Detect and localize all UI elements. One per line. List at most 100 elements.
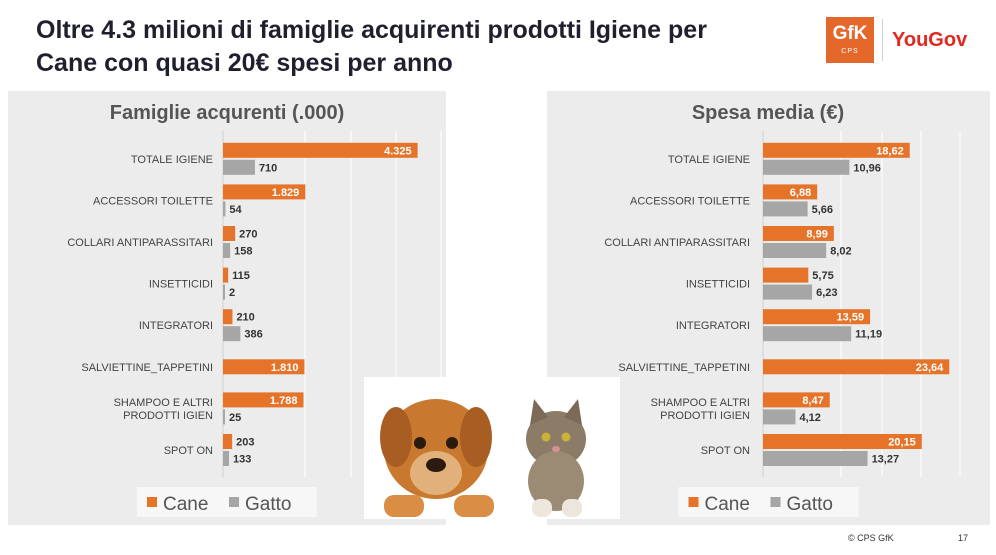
legend-box xyxy=(137,487,317,517)
data-label-gatto: 25 xyxy=(229,412,241,424)
bar-gatto xyxy=(223,409,225,425)
dog-and-cat-icon xyxy=(380,399,586,517)
bar-cane xyxy=(223,359,305,375)
legend-box xyxy=(678,487,859,517)
bar-cane xyxy=(223,392,304,408)
category-label-line: SALVIETTINE_TAPPETINI xyxy=(81,362,213,374)
category-label-line: SHAMPOO E ALTRI xyxy=(651,397,750,409)
data-label-cane: 8,47 xyxy=(802,395,823,407)
data-label-gatto: 2 xyxy=(229,287,235,299)
bar-gatto xyxy=(763,451,868,466)
data-label-gatto: 54 xyxy=(229,204,242,216)
data-label-gatto: 11,19 xyxy=(855,329,882,341)
data-label-gatto: 4,12 xyxy=(799,412,820,424)
bar-cane xyxy=(223,184,306,200)
legend-label-cane: Cane xyxy=(705,494,750,515)
category-label: COLLARI ANTIPARASSITARI xyxy=(604,237,750,249)
data-label-cane: 4.325 xyxy=(384,145,412,157)
bar-cane xyxy=(763,267,809,283)
category-label: INSETTICIDI xyxy=(686,279,750,291)
page-title: Oltre 4.3 milioni di famiglie acquirenti… xyxy=(36,16,707,77)
category-label-line: PRODOTTI IGIEN xyxy=(660,410,750,422)
category-label-line: INTEGRATORI xyxy=(676,320,750,332)
category-label-line: COLLARI ANTIPARASSITARI xyxy=(604,237,750,249)
bar-cane xyxy=(223,309,233,325)
chart-svg-0: Famiglie acqurenti (.000) TOTALE IGIENE 4.… xyxy=(8,91,446,525)
chart-spesa-media: Spesa media (€) TOTALE IGIENE 18,62 10,96 AC… xyxy=(547,91,990,525)
data-label-cane: 1.810 xyxy=(271,362,299,374)
data-label-cane: 23,64 xyxy=(916,362,944,374)
category-label-line: SHAMPOO E ALTRI xyxy=(114,397,213,409)
category-label-line: ACCESSORI TOILETTE xyxy=(630,195,750,207)
category-label-line: ACCESSORI TOILETTE xyxy=(93,195,213,207)
category-label: SALVIETTINE_TAPPETINI xyxy=(618,362,750,374)
category-label-line: SPOT ON xyxy=(164,445,213,457)
dog-and-cat-illustration xyxy=(364,377,620,519)
data-label-cane: 18,62 xyxy=(876,145,904,157)
category-label-line: SALVIETTINE_TAPPETINI xyxy=(618,362,750,374)
bar-gatto xyxy=(763,326,852,342)
category-label-line: SPOT ON xyxy=(701,445,750,457)
legend-swatch-cane xyxy=(147,497,157,507)
data-label-cane: 270 xyxy=(239,229,257,241)
category-label-line: TOTALE IGIENE xyxy=(131,154,213,166)
data-label-gatto: 133 xyxy=(233,454,251,466)
yougov-logo: YouGov xyxy=(892,29,968,51)
category-label-line: PRODOTTI IGIEN xyxy=(123,410,213,422)
bar-gatto xyxy=(763,243,827,258)
category-label: ACCESSORI TOILETTE xyxy=(93,195,213,207)
bar-gatto xyxy=(223,243,231,258)
chart-svg-1: Spesa media (€) TOTALE IGIENE 18,62 10,96 AC… xyxy=(547,91,990,525)
category-label-line: INSETTICIDI xyxy=(686,279,750,291)
bar-gatto xyxy=(763,159,850,175)
data-label-cane: 210 xyxy=(236,312,254,324)
data-label-gatto: 158 xyxy=(234,246,252,258)
category-label: SALVIETTINE_TAPPETINI xyxy=(81,362,213,374)
category-label-line: INTEGRATORI xyxy=(139,320,213,332)
legend-swatch-gatto xyxy=(770,497,781,507)
category-label: SPOT ON xyxy=(164,445,213,457)
legend-label-cane: Cane xyxy=(163,494,208,515)
data-label-gatto: 13,27 xyxy=(872,454,900,466)
category-label: COLLARI ANTIPARASSITARI xyxy=(67,237,213,249)
bar-gatto xyxy=(763,284,813,300)
category-label: SHAMPOO E ALTRI PRODOTTI IGIEN xyxy=(114,397,213,422)
legend-label-gatto: Gatto xyxy=(245,494,291,515)
brand-logos: GfK CPS YouGov xyxy=(826,17,976,63)
legend-label-gatto: Gatto xyxy=(787,494,833,515)
category-label: SHAMPOO E ALTRI PRODOTTI IGIEN xyxy=(651,397,750,422)
chart-famiglie-acquirenti: Famiglie acqurenti (.000) TOTALE IGIENE 4.… xyxy=(8,91,446,525)
gfk-logo-subtext: CPS xyxy=(841,48,859,55)
bar-gatto xyxy=(223,159,255,175)
bar-cane xyxy=(223,267,229,283)
category-label: TOTALE IGIENE xyxy=(668,154,750,166)
chart-title: Spesa media (€) xyxy=(692,102,844,124)
legend-swatch-cane xyxy=(688,497,699,507)
data-label-gatto: 5,66 xyxy=(812,204,833,216)
bar-gatto xyxy=(223,326,241,342)
bar-cane xyxy=(763,226,834,241)
bar-gatto xyxy=(763,409,796,425)
category-label: INTEGRATORI xyxy=(676,320,750,332)
bar-cane xyxy=(763,434,922,449)
category-label-line: INSETTICIDI xyxy=(149,279,213,291)
logo-divider xyxy=(882,19,883,61)
category-label: INTEGRATORI xyxy=(139,320,213,332)
category-label: TOTALE IGIENE xyxy=(131,154,213,166)
category-label: ACCESSORI TOILETTE xyxy=(630,195,750,207)
gfk-logo-text: GfK xyxy=(832,23,868,44)
data-label-gatto: 6,23 xyxy=(816,287,837,299)
bar-cane xyxy=(223,434,233,449)
legend-swatch-gatto xyxy=(229,497,239,507)
category-label: INSETTICIDI xyxy=(149,279,213,291)
bar-cane xyxy=(763,392,830,408)
footer-copyright: © CPS GfK xyxy=(848,533,894,543)
bar-cane xyxy=(223,226,236,241)
data-label-cane: 13,59 xyxy=(837,312,865,324)
bar-cane xyxy=(763,359,950,375)
bar-cane xyxy=(763,142,910,158)
category-label-line: COLLARI ANTIPARASSITARI xyxy=(67,237,213,249)
bar-gatto xyxy=(223,451,229,466)
data-label-gatto: 10,96 xyxy=(853,162,881,174)
data-label-cane: 8,99 xyxy=(806,229,827,241)
